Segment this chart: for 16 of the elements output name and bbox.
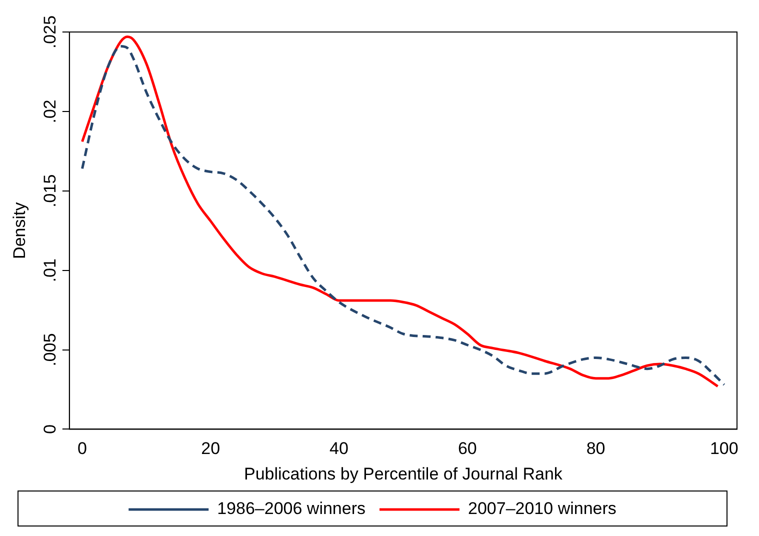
legend-label: 1986–2006 winners [217, 499, 366, 518]
x-tick-label: 0 [78, 439, 87, 458]
legend-label: 2007–2010 winners [468, 499, 616, 518]
y-tick-label: .01 [40, 258, 60, 282]
x-tick-label: 20 [201, 439, 220, 458]
y-tick-label: .025 [40, 15, 60, 49]
y-tick-label: .005 [40, 333, 60, 366]
y-axis-title: Density [10, 202, 29, 259]
x-tick-label: 80 [586, 439, 606, 458]
x-tick-label: 100 [710, 439, 738, 458]
x-axis-title: Publications by Percentile of Journal Rank [244, 464, 563, 484]
y-tick-label: .015 [40, 174, 60, 208]
x-tick-label: 40 [330, 439, 348, 458]
y-tick-label: 0 [40, 424, 60, 434]
y-tick-label: .02 [40, 100, 60, 124]
x-tick-label: 60 [458, 439, 477, 458]
